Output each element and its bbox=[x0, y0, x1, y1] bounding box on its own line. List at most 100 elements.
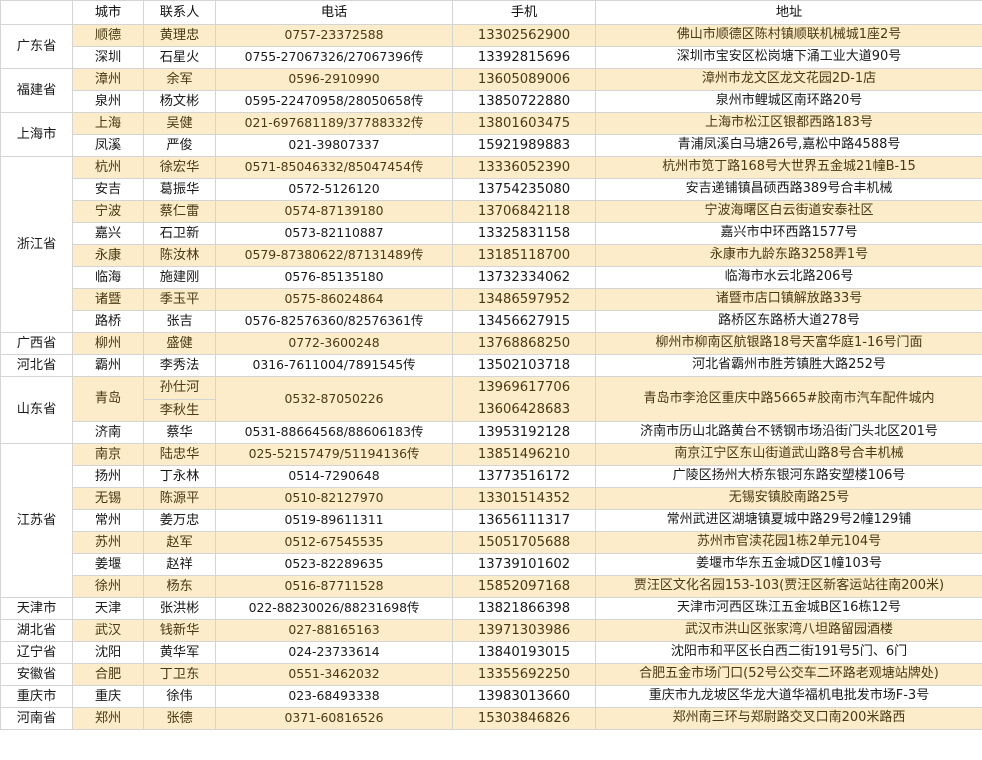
table-row: 徐州 杨东 0516-87711528 15852097168 贾汪区文化名园153-1… bbox=[1, 575, 982, 598]
cell-phone: 024-23733614 bbox=[215, 641, 453, 664]
cell-mobile: 15921989883 bbox=[452, 134, 596, 157]
cell-address: 无锡安镇胶南路25号 bbox=[595, 487, 982, 510]
cell-province: 安徽省 bbox=[0, 663, 73, 686]
cell-contact: 黄华军 bbox=[143, 641, 216, 664]
cell-city: 漳州 bbox=[72, 68, 144, 91]
cell-city: 郑州 bbox=[72, 707, 144, 730]
cell-contact: 徐伟 bbox=[143, 685, 216, 708]
cell-city: 扬州 bbox=[72, 465, 144, 488]
table-row: 临海 施建刚 0576-85135180 13732334062 临海市水云北路206号 bbox=[1, 266, 982, 289]
cell-contact: 严俊 bbox=[143, 134, 216, 157]
cell-province: 山东省 bbox=[0, 376, 73, 444]
column-header-province bbox=[0, 0, 73, 25]
cell-mobile: 13983013660 bbox=[452, 685, 596, 708]
cell-city: 深圳 bbox=[72, 46, 144, 69]
table-row: 凤溪 严俊 021-39807337 15921989883 青浦凤溪白马塘26号,嘉松… bbox=[1, 134, 982, 157]
table-row: 江苏省 南京 陆忠华 025-52157479/51194136传 1385149621… bbox=[0, 443, 982, 598]
cell-address: 沈阳市和平区长白西二街191号5门、6门 bbox=[595, 641, 982, 664]
table-row: 常州 姜万忠 0519-89611311 13656111317 常州武进区湖塘镇夏城中… bbox=[1, 509, 982, 532]
cell-phone: 0757-23372588 bbox=[215, 24, 453, 47]
cell-city: 诸暨 bbox=[72, 288, 144, 311]
cell-contact: 孙仕河 bbox=[143, 376, 216, 400]
cell-mobile: 13953192128 bbox=[452, 421, 596, 444]
cell-contact: 石卫新 bbox=[143, 222, 216, 245]
table-row: 天津市 天津 张洪彬 022-88230026/88231698传 1382186639… bbox=[0, 597, 982, 620]
cell-address: 路桥区东路桥大道278号 bbox=[595, 310, 982, 333]
table-row: 宁波 蔡仁雷 0574-87139180 13706842118 宁波海曙区白云街道安泰… bbox=[1, 200, 982, 223]
cell-phone: 021-697681189/37788332传 bbox=[215, 112, 453, 135]
cell-mobile: 13821866398 bbox=[452, 597, 596, 620]
cell-phone: 0316-7611004/7891545传 bbox=[215, 354, 453, 377]
cell-city: 天津 bbox=[72, 597, 144, 620]
cell-mobile: 13325831158 bbox=[452, 222, 596, 245]
table-row: 济南 蔡华 0531-88664568/88606183传 13953192128 济南… bbox=[1, 421, 982, 444]
cell-address: 柳州市柳南区航银路18号天富华庭1-16号门面 bbox=[595, 332, 982, 355]
table-body: 广东省 顺德 黄理忠 0757-23372588 13302562900 佛山市顺德区陈村… bbox=[0, 24, 982, 730]
cell-city: 济南 bbox=[72, 421, 144, 444]
cell-province: 浙江省 bbox=[0, 156, 73, 333]
cell-contact: 黄理忠 bbox=[143, 24, 216, 47]
table-row: 扬州 丁永林 0514-7290648 13773516172 广陵区扬州大桥东银河东路… bbox=[1, 465, 982, 488]
cell-address: 常州武进区湖塘镇夏城中路29号2幢129铺 bbox=[595, 509, 982, 532]
cell-address: 南京江宁区东山街道武山路8号合丰机械 bbox=[595, 443, 982, 466]
column-header-phone: 电话 bbox=[215, 0, 453, 25]
cell-province: 广西省 bbox=[0, 332, 73, 355]
cell-mobile: 15303846826 bbox=[452, 707, 596, 730]
table-row: 广东省 顺德 黄理忠 0757-23372588 13302562900 佛山市顺德区陈村… bbox=[0, 24, 982, 69]
cell-phone: 0755-27067326/27067396传 bbox=[215, 46, 453, 69]
cell-address: 青岛市李沧区重庆中路5665#胶南市汽车配件城内 bbox=[595, 376, 982, 422]
mobile-number: 13969617706 bbox=[477, 380, 571, 395]
cell-contact: 李秋生 bbox=[143, 398, 216, 422]
cell-mobile: 13605089006 bbox=[452, 68, 596, 91]
cell-mobile: 13706842118 bbox=[452, 200, 596, 223]
cell-contact: 赵祥 bbox=[143, 553, 216, 576]
cell-city: 武汉 bbox=[72, 619, 144, 642]
cell-city: 柳州 bbox=[72, 332, 144, 355]
cell-province: 湖北省 bbox=[0, 619, 73, 642]
cell-mobile: 13656111317 bbox=[452, 509, 596, 532]
cell-contact: 张德 bbox=[143, 707, 216, 730]
cell-address: 临海市水云北路206号 bbox=[595, 266, 982, 289]
cell-contact: 赵军 bbox=[143, 531, 216, 554]
cell-phone: 0572-5126120 bbox=[215, 178, 453, 201]
cell-address: 合肥五金市场门口(52号公交车二环路老观塘站牌处) bbox=[595, 663, 982, 686]
table-row: 无锡 陈源平 0510-82127970 13301514352 无锡安镇胶南路25号 bbox=[1, 487, 982, 510]
cell-address: 苏州市官渎花园1栋2单元104号 bbox=[595, 531, 982, 554]
cell-mobile: 13732334062 bbox=[452, 266, 596, 289]
table-row: 嘉兴 石卫新 0573-82110887 13325831158 嘉兴市中环西路1577… bbox=[1, 222, 982, 245]
cell-city: 苏州 bbox=[72, 531, 144, 554]
table-row: 泉州 杨文彬 0595-22470958/28050658传 13850722880 泉… bbox=[1, 90, 982, 113]
table-header: 城市 联系人 电话 手机 地址 bbox=[0, 0, 982, 25]
cell-phone: 027-88165163 bbox=[215, 619, 453, 642]
cell-city: 嘉兴 bbox=[72, 222, 144, 245]
table-row: 浙江省 杭州 徐宏华 0571-85046332/85047454传 133360523… bbox=[0, 156, 982, 333]
cell-province: 上海市 bbox=[0, 112, 73, 157]
table-row: 苏州 赵军 0512-67545535 15051705688 苏州市官渎花园1栋2单元… bbox=[1, 531, 982, 554]
mobile-number: 13606428683 bbox=[477, 402, 571, 417]
cell-city: 无锡 bbox=[72, 487, 144, 510]
cell-city: 顺德 bbox=[72, 24, 144, 47]
cell-city: 凤溪 bbox=[72, 134, 144, 157]
cell-mobile: 13336052390 bbox=[452, 156, 596, 179]
cell-city: 路桥 bbox=[72, 310, 144, 333]
cell-contact: 张吉 bbox=[143, 310, 216, 333]
cell-contact: 陈源平 bbox=[143, 487, 216, 510]
cell-address: 嘉兴市中环西路1577号 bbox=[595, 222, 982, 245]
cell-contact: 余军 bbox=[143, 68, 216, 91]
cell-contact: 丁永林 bbox=[143, 465, 216, 488]
cell-address: 贾汪区文化名园153-103(贾汪区新客运站往南200米) bbox=[595, 575, 982, 598]
cell-city: 沈阳 bbox=[72, 641, 144, 664]
cell-address: 永康市九龄东路3258弄1号 bbox=[595, 244, 982, 267]
cell-city: 泉州 bbox=[72, 90, 144, 113]
cell-phone: 0772-3600248 bbox=[215, 332, 453, 355]
column-header-mobile: 手机 bbox=[452, 0, 596, 25]
table-row: 重庆市 重庆 徐伟 023-68493338 13983013660 重庆市九龙坡区华龙大… bbox=[0, 685, 982, 708]
cell-mobile: 13302562900 bbox=[452, 24, 596, 47]
cell-mobile: 13502103718 bbox=[452, 354, 596, 377]
cell-address: 深圳市宝安区松岗塘下涌工业大道90号 bbox=[595, 46, 982, 69]
cell-address: 上海市松江区银都西路183号 bbox=[595, 112, 982, 135]
cell-contact: 吴健 bbox=[143, 112, 216, 135]
cell-phone: 0574-87139180 bbox=[215, 200, 453, 223]
cell-phone: 0595-22470958/28050658传 bbox=[215, 90, 453, 113]
cell-contact: 施建刚 bbox=[143, 266, 216, 289]
